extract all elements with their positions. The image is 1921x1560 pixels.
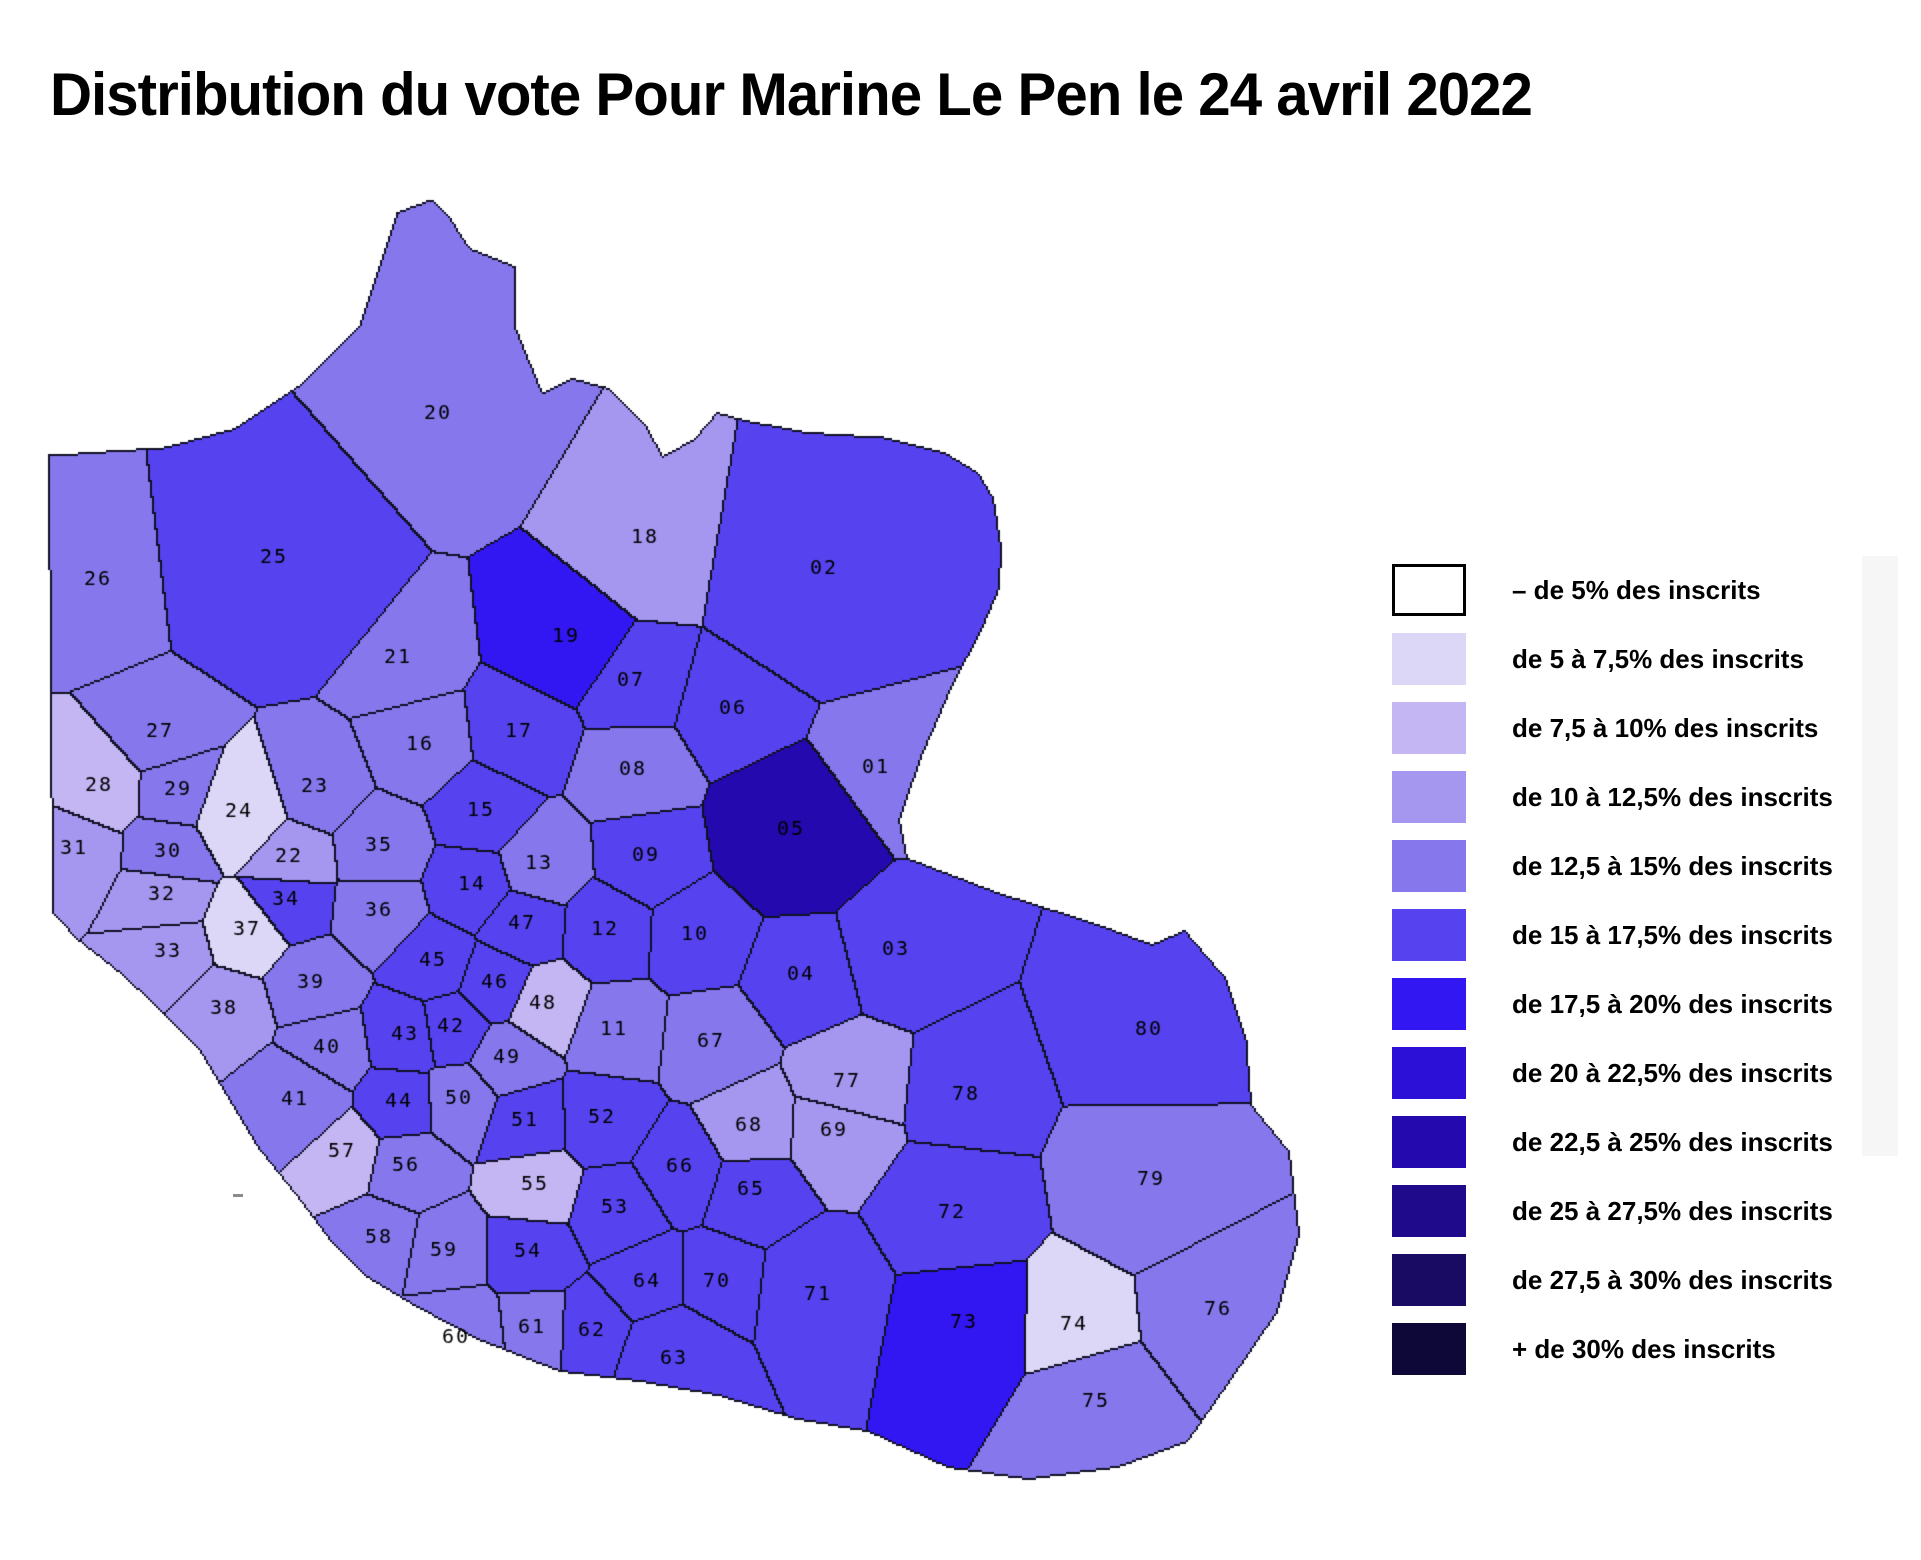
legend: – de 5% des inscrits de 5 à 7,5% des insc… (1392, 564, 1892, 1392)
legend-label: de 5 à 7,5% des inscrits (1512, 643, 1804, 674)
legend-swatch (1392, 909, 1466, 961)
legend-swatch (1392, 1047, 1466, 1099)
legend-swatch (1392, 702, 1466, 754)
legend-item: de 7,5 à 10% des inscrits (1392, 702, 1892, 754)
legend-item: de 22,5 à 25% des inscrits (1392, 1116, 1892, 1168)
legend-swatch (1392, 1116, 1466, 1168)
legend-item: de 15 à 17,5% des inscrits (1392, 909, 1892, 961)
legend-swatch (1392, 771, 1466, 823)
legend-label: de 22,5 à 25% des inscrits (1512, 1126, 1833, 1157)
legend-label: de 12,5 à 15% des inscrits (1512, 850, 1833, 881)
legend-swatch (1392, 1323, 1466, 1375)
legend-item: de 20 à 22,5% des inscrits (1392, 1047, 1892, 1099)
legend-label: de 20 à 22,5% des inscrits (1512, 1057, 1833, 1088)
legend-swatch (1392, 633, 1466, 685)
map-canvas (0, 160, 1400, 1560)
legend-item: de 25 à 27,5% des inscrits (1392, 1185, 1892, 1237)
legend-label: – de 5% des inscrits (1512, 574, 1761, 605)
legend-label: de 10 à 12,5% des inscrits (1512, 781, 1833, 812)
legend-label: de 27,5 à 30% des inscrits (1512, 1264, 1833, 1295)
legend-swatch (1392, 1254, 1466, 1306)
legend-swatch (1392, 564, 1466, 616)
legend-label: de 7,5 à 10% des inscrits (1512, 712, 1819, 743)
legend-swatch (1392, 1185, 1466, 1237)
legend-swatch (1392, 978, 1466, 1030)
legend-item: de 5 à 7,5% des inscrits (1392, 633, 1892, 685)
legend-label: de 17,5 à 20% des inscrits (1512, 988, 1833, 1019)
legend-label: + de 30% des inscrits (1512, 1333, 1776, 1364)
legend-item: de 10 à 12,5% des inscrits (1392, 771, 1892, 823)
legend-item: + de 30% des inscrits (1392, 1323, 1892, 1375)
legend-item: de 17,5 à 20% des inscrits (1392, 978, 1892, 1030)
page-title: Distribution du vote Pour Marine Le Pen … (50, 61, 1533, 129)
legend-label: de 15 à 17,5% des inscrits (1512, 919, 1833, 950)
stray-mark (233, 1194, 243, 1197)
legend-label: de 25 à 27,5% des inscrits (1512, 1195, 1833, 1226)
legend-item: de 12,5 à 15% des inscrits (1392, 840, 1892, 892)
legend-item: de 27,5 à 30% des inscrits (1392, 1254, 1892, 1306)
page-edge-strip (1862, 556, 1898, 1156)
legend-swatch (1392, 840, 1466, 892)
choropleth-map (0, 160, 1400, 1560)
legend-item: – de 5% des inscrits (1392, 564, 1892, 616)
